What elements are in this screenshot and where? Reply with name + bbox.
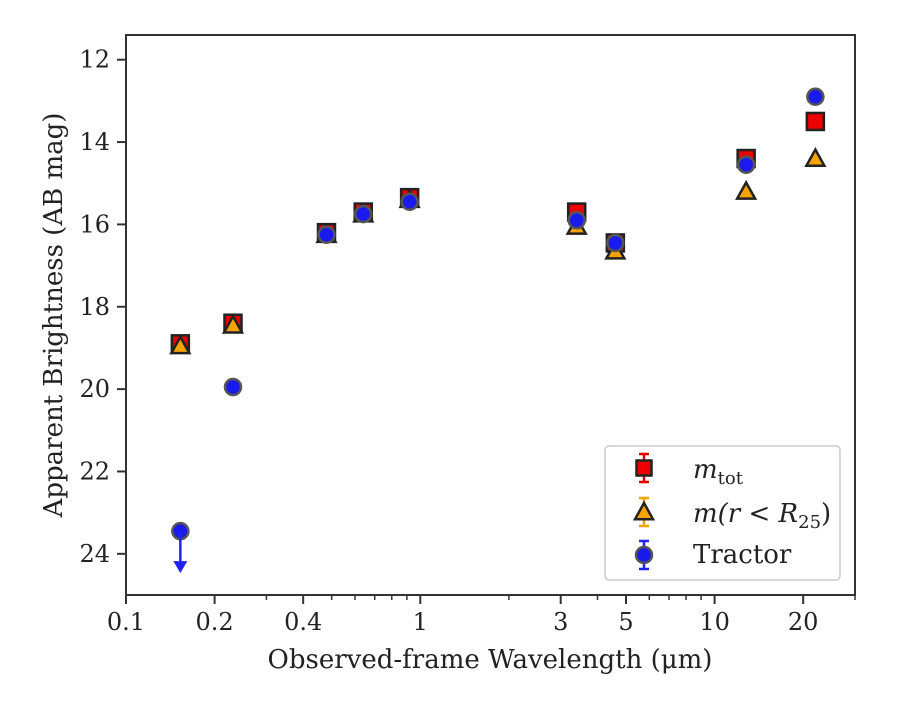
x-axis-label: Observed-frame Wavelength (μm) [268,645,713,675]
legend-mtot-sub: tot [718,468,744,489]
x-tick-label: 10 [699,608,730,636]
legend-box [604,445,841,581]
y-tick-label: 20 [79,375,110,403]
mr25-point [804,146,827,167]
tractor-point [567,211,586,230]
legend-mr25-tail: ) [821,499,831,529]
legend-entry-mtot: mtot [693,455,744,489]
legend-entry-tractor: Tractor [693,540,792,570]
y-axis-label: Apparent Brightness (AB mag) [39,113,69,519]
mr25-point [221,313,245,334]
x-tick-label: 5 [618,608,633,636]
legend-marker [634,545,654,565]
y-tick-label: 22 [79,457,110,485]
x-tick-label: 1 [413,608,428,636]
tractor-point [354,204,373,224]
y-tick-label: 24 [79,540,110,568]
mr25-point [169,334,192,355]
legend-marker [635,459,653,477]
tractor-point [317,225,336,244]
x-tick-label: 0.1 [107,608,145,636]
legend-mtot-main: m [693,455,718,485]
y-tick-label: 14 [79,128,110,156]
x-tick-label: 3 [553,608,568,636]
tractor-point [223,377,243,397]
x-tick-label: 20 [788,608,819,636]
legend-marker [632,500,656,521]
y-tick-label: 18 [79,293,110,321]
x-tick-label: 0.2 [196,608,234,636]
axis-ticks: 0.1 0.2 0.4 1 3 5 10 20 12 14 16 18 20 22 24 [79,46,856,636]
tractor-upper-limit-arrow-head [173,561,188,574]
tractor-point [606,233,625,253]
tractor-point [806,87,825,107]
y-tick-label: 12 [79,46,110,74]
y-tick-label: 16 [79,210,110,238]
legend-entry-mr25: m(r < R25) [693,499,831,533]
legend: mtot m(r < R25) Tractor [604,445,841,581]
legend-mr25-sub: 25 [798,512,821,533]
tractor-point [400,192,419,212]
mr25-point [735,179,758,200]
plot-frame [125,34,856,596]
legend-mr25-main: m(r < R [693,499,798,529]
legend-markers [632,452,656,571]
data-points [169,87,827,574]
tractor-point [736,155,756,174]
x-tick-label: 0.4 [284,608,322,636]
mtot-point [805,111,826,132]
